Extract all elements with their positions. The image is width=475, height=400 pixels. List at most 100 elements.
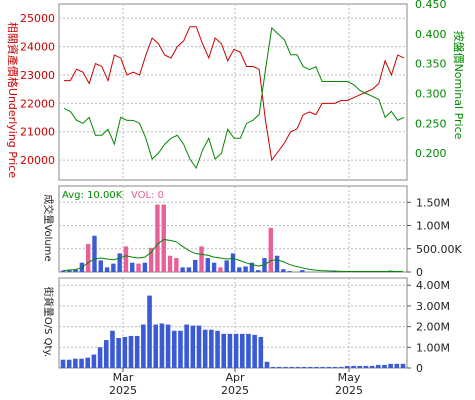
volume-bar [174,258,179,272]
volume-tick-label: 1.50M [416,196,450,209]
underlying-price-line [64,26,405,162]
os-bar [171,330,177,368]
os-bar [277,366,282,368]
chart-marks [60,26,406,368]
month-label-may: May [338,371,361,384]
volume-bar [230,253,236,272]
nominal-axis-title: 按盤價Nominal Price [452,31,466,140]
os-bar [97,347,103,368]
os-tick-label: 3.00M [416,300,450,313]
os-bar [190,325,196,368]
os-bar [320,366,325,368]
os-bar [227,333,233,368]
os-bar [326,366,332,368]
os-bar [103,340,109,368]
nominal-tick-label: 0.300 [415,87,447,100]
os-bar [307,366,313,368]
volume-bar [249,262,255,272]
os-bar [184,324,189,368]
panel-frames [58,3,408,369]
underlying-tick-label: 22000 [20,97,55,110]
os-axis-title: 街貨量O/S Qty. [42,287,55,357]
os-bar [375,364,381,368]
month-label-mar: Mar [113,371,134,384]
volume-bar [161,204,166,272]
volume-average-line [62,238,403,273]
volume-bar [92,235,97,272]
os-bar [110,330,115,368]
os-tick-label: 0 [416,362,423,375]
volume-bar [193,259,198,272]
os-bar [295,366,301,368]
os-bar [314,366,319,368]
volume-bar [300,270,305,272]
os-bar [79,358,84,368]
volume-axis-title: 成交量Volume [42,194,55,261]
volume-bar [255,270,261,272]
os-bar [239,333,245,368]
nominal-tick-label: 0.400 [415,28,447,41]
os-bar [382,364,387,368]
os-bar [369,365,375,368]
volume-bar [268,227,273,272]
price-panel-frame [58,3,408,181]
volume-bar [224,260,229,272]
grid-lines [59,4,407,368]
os-bar [270,366,276,368]
volume-bar [180,267,185,272]
os-bar [289,366,295,368]
os-bar [363,365,369,368]
volume-bar [85,244,91,272]
volume-bar [281,269,286,272]
os-bar [246,333,251,368]
os-bar [134,335,140,368]
os-bar [345,365,350,368]
volume-bar [243,266,248,272]
os-bar [301,366,307,368]
year-label-mar: 2025 [109,384,137,397]
os-bar [91,354,97,368]
avg-legend: Avg: 10.00K [62,190,123,201]
underlying-tick-label: 21000 [20,126,55,139]
volume-bar [98,260,103,272]
year-label-may: 2025 [335,384,363,397]
os-bar [221,333,227,368]
underlying-tick-label: 23000 [20,69,55,82]
os-bar [388,363,393,368]
nominal-tick-label: 0.350 [415,58,447,71]
os-bar [283,366,288,368]
os-bar [60,359,66,368]
os-bar [338,366,344,368]
volume-bar [218,267,223,272]
volume-bar [237,267,242,272]
underlying-tick-label: 25000 [20,12,55,25]
volume-bar [136,263,141,272]
volume-bar [167,255,173,272]
volume-tick-label: 1.00M [416,220,450,233]
os-bar [116,338,121,368]
underlying-tick-label: 20000 [20,154,55,167]
os-bar [202,329,208,368]
os-bar [159,323,165,368]
volume-tick-label: 500.00K [416,243,462,256]
os-bar [215,330,220,368]
nominal-tick-label: 0.250 [415,117,447,130]
volume-bar [123,246,129,272]
os-tick-label: 1.00M [416,341,450,354]
month-label-apr: Apr [225,371,245,384]
volume-bar [73,269,78,272]
os-bar [252,334,257,368]
os-bar [351,365,356,368]
nominal-tick-label: 0.450 [415,0,447,11]
volume-bar [287,271,292,272]
os-bar [264,361,270,368]
os-bar [233,333,239,368]
os-bar [66,359,72,368]
volume-bar [274,255,280,272]
underlying-axis-title: 相關資產價格Underlying Price [6,22,20,178]
underlying-tick-label: 24000 [20,41,55,54]
os-bar [258,336,264,368]
axis-ticks: 20000 21000 22000 23000 24000 25000 0.200 0.250… [20,0,462,375]
os-bar [165,324,171,368]
os-bar [147,295,152,368]
